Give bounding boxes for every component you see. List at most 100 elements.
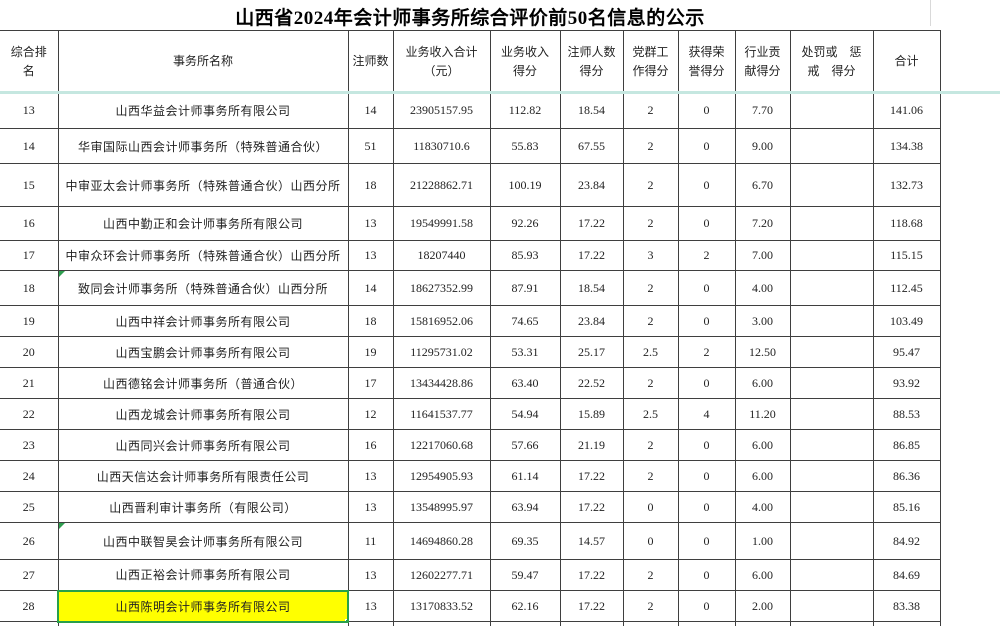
cell-penalty-score[interactable] bbox=[789, 92, 874, 129]
cell-honor-score[interactable]: 0 bbox=[677, 270, 736, 306]
cell-revenue-score[interactable]: 85.93 bbox=[489, 240, 561, 271]
cell-cpa-count[interactable]: 19 bbox=[347, 336, 394, 368]
cell-total-score[interactable]: 84.69 bbox=[872, 559, 941, 591]
cell-penalty-score[interactable] bbox=[789, 240, 874, 271]
cell-party-score[interactable]: 2.5 bbox=[622, 336, 679, 368]
cell-penalty-score[interactable] bbox=[789, 128, 874, 164]
cell-industry-score[interactable]: 7.20 bbox=[734, 206, 791, 241]
cell-party-score[interactable]: 2 bbox=[622, 128, 679, 164]
cell-penalty-score[interactable] bbox=[789, 270, 874, 306]
cell-cpa-score[interactable]: 67.55 bbox=[559, 128, 624, 164]
cell-total-score[interactable]: 84.92 bbox=[872, 522, 941, 560]
cell-cpa-count[interactable]: 13 bbox=[347, 206, 394, 241]
cell-honor-score[interactable]: 0 bbox=[677, 128, 736, 164]
cell-revenue-total[interactable]: 11295731.02 bbox=[392, 336, 491, 368]
cell-revenue-total[interactable]: 18207440 bbox=[392, 240, 491, 271]
cell-revenue-score[interactable]: 57.66 bbox=[489, 429, 561, 461]
cell-revenue-score[interactable]: 63.94 bbox=[489, 491, 561, 523]
cell-penalty-score[interactable] bbox=[789, 305, 874, 337]
cell-party-score[interactable]: 2 bbox=[622, 460, 679, 492]
cell-total-score[interactable]: 95.47 bbox=[872, 336, 941, 368]
cell-revenue-score[interactable]: 87.91 bbox=[489, 270, 561, 306]
cell-firm-name[interactable]: 山西宝鹏会计师事务所有限公司 bbox=[57, 336, 349, 368]
cell-revenue-score[interactable]: 74.65 bbox=[489, 305, 561, 337]
cell-cpa-count[interactable]: 11 bbox=[347, 522, 394, 560]
cell-empty[interactable] bbox=[0, 621, 59, 626]
cell-revenue-total[interactable]: 12217060.68 bbox=[392, 429, 491, 461]
cell-revenue-total[interactable]: 11830710.6 bbox=[392, 128, 491, 164]
cell-cpa-score[interactable]: 17.22 bbox=[559, 240, 624, 271]
cell-industry-score[interactable]: 3.00 bbox=[734, 305, 791, 337]
cell-revenue-total[interactable]: 13170833.52 bbox=[392, 590, 491, 622]
cell-revenue-total[interactable]: 15816952.06 bbox=[392, 305, 491, 337]
cell-empty[interactable] bbox=[489, 621, 561, 626]
cell-party-score[interactable]: 0 bbox=[622, 491, 679, 523]
cell-penalty-score[interactable] bbox=[789, 491, 874, 523]
cell-total-score[interactable]: 141.06 bbox=[872, 92, 941, 129]
cell-revenue-total[interactable]: 13434428.86 bbox=[392, 367, 491, 399]
cell-honor-score[interactable]: 2 bbox=[677, 336, 736, 368]
cell-penalty-score[interactable] bbox=[789, 590, 874, 622]
cell-rank[interactable]: 28 bbox=[0, 590, 59, 622]
cell-cpa-count[interactable]: 18 bbox=[347, 163, 394, 207]
header-revenue-total[interactable]: 业务收入合计 （元） bbox=[392, 30, 491, 93]
cell-cpa-score[interactable]: 14.57 bbox=[559, 522, 624, 560]
cell-industry-score[interactable]: 9.00 bbox=[734, 128, 791, 164]
cell-penalty-score[interactable] bbox=[789, 367, 874, 399]
cell-total-score[interactable]: 86.85 bbox=[872, 429, 941, 461]
cell-cpa-score[interactable]: 17.22 bbox=[559, 206, 624, 241]
cell-total-score[interactable]: 86.36 bbox=[872, 460, 941, 492]
header-revenue-score[interactable]: 业务收入 得分 bbox=[489, 30, 561, 93]
cell-penalty-score[interactable] bbox=[789, 398, 874, 430]
header-cpa-count[interactable]: 注师数 bbox=[347, 30, 394, 93]
cell-penalty-score[interactable] bbox=[789, 336, 874, 368]
header-cpa-score[interactable]: 注师人数 得分 bbox=[559, 30, 624, 93]
cell-revenue-score[interactable]: 55.83 bbox=[489, 128, 561, 164]
cell-cpa-count[interactable]: 13 bbox=[347, 240, 394, 271]
cell-honor-score[interactable]: 0 bbox=[677, 429, 736, 461]
cell-revenue-total[interactable]: 12602277.71 bbox=[392, 559, 491, 591]
cell-honor-score[interactable]: 0 bbox=[677, 460, 736, 492]
cell-revenue-score[interactable]: 59.47 bbox=[489, 559, 561, 591]
cell-revenue-score[interactable]: 62.16 bbox=[489, 590, 561, 622]
cell-cpa-count[interactable]: 13 bbox=[347, 491, 394, 523]
cell-revenue-total[interactable]: 18627352.99 bbox=[392, 270, 491, 306]
cell-rank[interactable]: 14 bbox=[0, 128, 59, 164]
cell-revenue-total[interactable]: 19549991.58 bbox=[392, 206, 491, 241]
cell-penalty-score[interactable] bbox=[789, 559, 874, 591]
header-total-score[interactable]: 合计 bbox=[872, 30, 941, 93]
cell-industry-score[interactable]: 6.00 bbox=[734, 429, 791, 461]
cell-cpa-score[interactable]: 18.54 bbox=[559, 270, 624, 306]
cell-cpa-count[interactable]: 14 bbox=[347, 270, 394, 306]
cell-rank[interactable]: 24 bbox=[0, 460, 59, 492]
cell-rank[interactable]: 18 bbox=[0, 270, 59, 306]
cell-cpa-score[interactable]: 17.22 bbox=[559, 491, 624, 523]
cell-cpa-count[interactable]: 18 bbox=[347, 305, 394, 337]
header-penalty-score[interactable]: 处罚或 惩 戒 得分 bbox=[789, 30, 874, 93]
cell-industry-score[interactable]: 12.50 bbox=[734, 336, 791, 368]
cell-honor-score[interactable]: 0 bbox=[677, 491, 736, 523]
cell-party-score[interactable]: 2 bbox=[622, 92, 679, 129]
cell-penalty-score[interactable] bbox=[789, 460, 874, 492]
cell-honor-score[interactable]: 0 bbox=[677, 559, 736, 591]
cell-penalty-score[interactable] bbox=[789, 522, 874, 560]
cell-firm-name[interactable]: 山西陈明会计师事务所有限公司 bbox=[57, 589, 349, 623]
cell-empty[interactable] bbox=[734, 621, 791, 626]
header-honor-score[interactable]: 获得荣 誉得分 bbox=[677, 30, 736, 93]
selection-fill-handle[interactable] bbox=[345, 618, 346, 620]
cell-cpa-score[interactable]: 17.22 bbox=[559, 460, 624, 492]
cell-firm-name[interactable]: 致同会计师事务所（特殊普通合伙）山西分所 bbox=[57, 270, 349, 306]
cell-revenue-total[interactable]: 13548995.97 bbox=[392, 491, 491, 523]
cell-rank[interactable]: 13 bbox=[0, 92, 59, 129]
cell-firm-name[interactable]: 山西龙城会计师事务所有限公司 bbox=[57, 398, 349, 430]
cell-industry-score[interactable]: 6.00 bbox=[734, 559, 791, 591]
cell-empty[interactable] bbox=[872, 621, 941, 626]
cell-firm-name[interactable]: 山西同兴会计师事务所有限公司 bbox=[57, 429, 349, 461]
cell-party-score[interactable]: 0 bbox=[622, 522, 679, 560]
cell-industry-score[interactable]: 1.00 bbox=[734, 522, 791, 560]
cell-rank[interactable]: 23 bbox=[0, 429, 59, 461]
cell-cpa-score[interactable]: 15.89 bbox=[559, 398, 624, 430]
cell-industry-score[interactable]: 4.00 bbox=[734, 270, 791, 306]
cell-rank[interactable]: 25 bbox=[0, 491, 59, 523]
cell-party-score[interactable]: 2 bbox=[622, 163, 679, 207]
